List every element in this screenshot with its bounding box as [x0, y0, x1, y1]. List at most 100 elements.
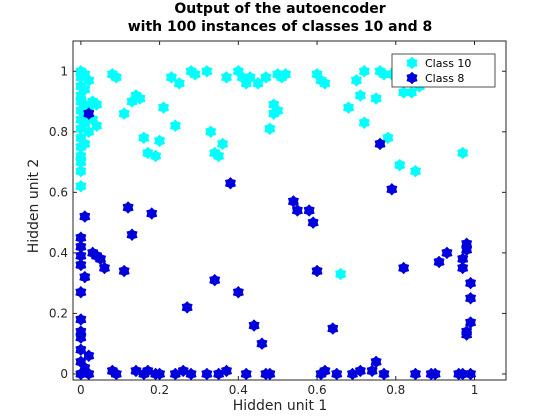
data-point — [79, 137, 91, 151]
y-axis-label: Hidden unit 2 — [26, 158, 42, 254]
data-point — [398, 261, 410, 275]
data-point — [370, 355, 382, 369]
data-point — [83, 107, 95, 121]
data-point — [83, 73, 95, 87]
data-point — [232, 285, 244, 299]
data-point — [465, 367, 477, 381]
data-point — [461, 243, 473, 257]
data-point — [138, 131, 150, 145]
data-point — [75, 249, 87, 263]
data-point — [358, 64, 370, 78]
data-point — [378, 367, 390, 381]
data-point — [374, 137, 386, 151]
y-tick-label: 0 — [60, 367, 68, 381]
data-point — [169, 119, 181, 133]
data-point — [118, 107, 130, 121]
data-point — [354, 364, 366, 378]
data-point — [173, 77, 185, 90]
data-point — [272, 104, 284, 117]
data-point — [75, 258, 87, 272]
data-point — [264, 122, 276, 136]
data-point — [441, 246, 453, 260]
y-tick-label: 0.4 — [49, 246, 68, 260]
data-point — [409, 164, 421, 178]
data-point — [394, 158, 406, 172]
data-point — [91, 98, 103, 111]
data-point — [110, 70, 122, 84]
data-point — [331, 367, 343, 381]
legend-marker — [406, 56, 418, 70]
data-point — [134, 92, 146, 105]
data-point — [83, 367, 95, 381]
data-point — [189, 67, 201, 81]
data-point — [75, 149, 87, 163]
data-point — [221, 364, 233, 378]
data-point — [209, 273, 221, 287]
series-0-points — [75, 64, 469, 281]
data-point — [335, 267, 347, 281]
data-point — [217, 137, 229, 151]
data-point — [457, 146, 469, 160]
data-point — [303, 204, 315, 217]
data-point — [75, 313, 87, 326]
x-tick-label: 0 — [77, 383, 85, 397]
data-point — [370, 92, 382, 105]
y-tick-label: 0.6 — [49, 185, 68, 199]
data-point — [248, 319, 260, 332]
data-point — [260, 70, 272, 84]
data-point — [221, 70, 233, 84]
data-point — [154, 134, 166, 148]
x-tick-label: 0.2 — [150, 383, 169, 397]
y-tick-label: 1 — [60, 64, 68, 78]
data-point — [142, 364, 154, 378]
data-point — [185, 367, 197, 381]
data-point — [327, 322, 339, 335]
data-point — [130, 364, 142, 378]
data-point — [256, 337, 268, 351]
data-point — [79, 83, 91, 96]
data-point — [429, 367, 441, 381]
x-tick-label: 0.8 — [386, 383, 405, 397]
data-point — [386, 182, 398, 196]
data-point — [350, 73, 362, 87]
series-1-points — [75, 107, 477, 381]
data-point — [311, 264, 323, 278]
data-point — [291, 204, 303, 217]
data-point — [75, 231, 87, 245]
data-point — [154, 367, 166, 381]
plot-area-frame — [72, 40, 507, 381]
data-point — [280, 67, 292, 81]
data-point — [465, 291, 477, 305]
data-point — [307, 216, 319, 229]
data-point — [457, 261, 469, 275]
data-point — [264, 367, 276, 381]
x-tick-label: 1 — [471, 383, 479, 397]
data-point — [98, 261, 111, 275]
data-point — [122, 201, 134, 214]
data-point — [126, 228, 138, 242]
data-point — [91, 119, 103, 133]
data-point — [205, 125, 217, 139]
data-point — [177, 364, 189, 378]
data-point — [240, 367, 252, 381]
chart-title-line-1: Output of the autoencoder — [174, 1, 386, 17]
data-point — [146, 207, 158, 220]
data-point — [354, 89, 366, 102]
data-point — [110, 367, 122, 381]
data-point — [224, 176, 236, 190]
data-point — [158, 101, 170, 114]
legend-marker — [406, 71, 418, 85]
data-point — [150, 149, 162, 163]
data-point — [142, 146, 154, 160]
data-point — [118, 264, 130, 278]
data-point — [319, 77, 331, 90]
x-tick-label: 0.4 — [229, 383, 248, 397]
legend-label: Class 10 — [425, 57, 471, 70]
data-point — [79, 210, 91, 223]
y-tick-label: 0.8 — [49, 125, 68, 139]
legend-label: Class 8 — [425, 72, 464, 85]
data-point — [358, 116, 370, 130]
data-point — [75, 285, 87, 299]
